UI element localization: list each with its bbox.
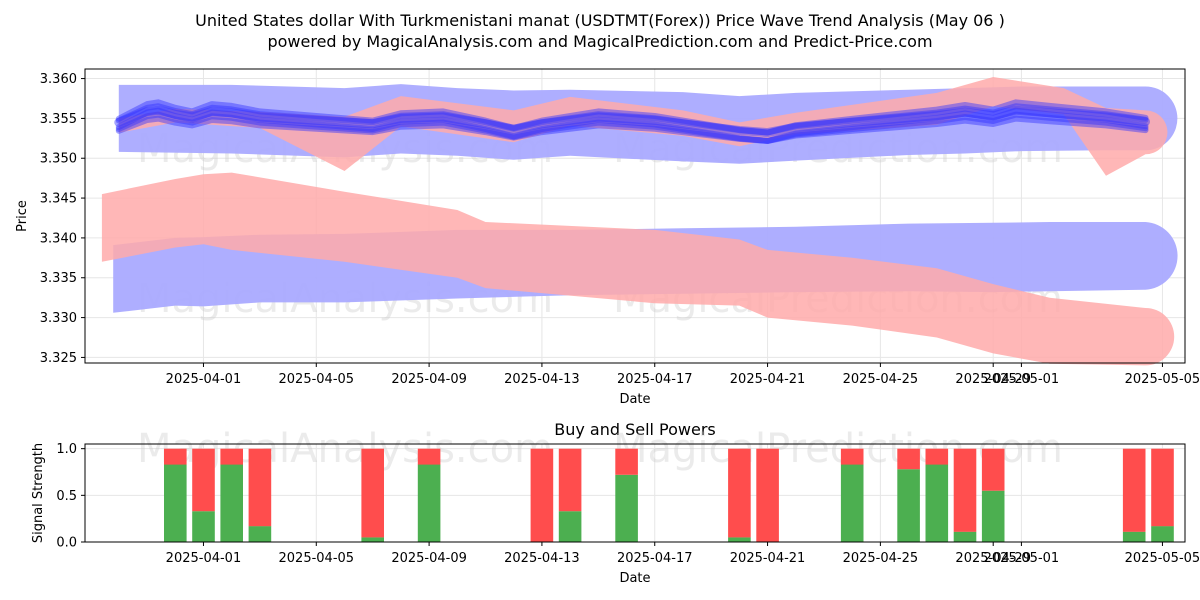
main-x-tick-label: 2025-04-09 [391, 372, 467, 387]
wave-line [115, 111, 1149, 144]
signal-x-tick-label: 2025-04-09 [391, 551, 467, 566]
sell-bar [220, 448, 243, 465]
main-x-tick-label: 2025-04-13 [504, 372, 580, 387]
buy-bar [361, 537, 384, 542]
wave-line [115, 99, 1149, 136]
sell-bar [897, 448, 920, 470]
signal-y-axis: 0.0 0.5 1.0 [56, 442, 85, 551]
chart-title-line2: powered by MagicalAnalysis.com and Magic… [267, 32, 932, 51]
buy-bar [164, 464, 187, 542]
main-chart: MagicalAnalysis.com MagicalPrediction.co… [15, 68, 1200, 407]
main-y-tick-label: 3.340 [40, 231, 77, 246]
sell-bar [981, 448, 1005, 491]
price-bands [101, 77, 1178, 366]
signal-chart-title: Buy and Sell Powers [554, 420, 716, 439]
main-y-tick-label: 3.335 [40, 271, 77, 286]
wave-lines [114, 99, 1150, 144]
signal-x-tick-label: 2025-04-05 [279, 551, 355, 566]
buy-bar [953, 531, 977, 542]
main-x-tick-label: 2025-04-05 [279, 372, 355, 387]
sell-bar [840, 448, 864, 465]
main-y-tick-label: 3.330 [40, 311, 77, 326]
chart-title-line1: United States dollar With Turkmenistani … [195, 11, 1005, 30]
buy-bar [417, 464, 441, 542]
signal-x-tick-label: 2025-04-21 [730, 551, 806, 566]
main-x-tick-label: 2025-04-25 [843, 372, 919, 387]
main-y-tick-label: 3.325 [40, 351, 77, 366]
sell-bar [248, 448, 272, 527]
wave-line [115, 115, 1149, 144]
buy-bar [192, 511, 215, 542]
signal-x-tick-label: 2025-04-13 [504, 551, 580, 566]
main-x-tick-label: 2025-04-01 [166, 372, 242, 387]
main-y-tick-label: 3.355 [40, 112, 77, 127]
buy-bar [558, 511, 582, 542]
signal-y-axis-label: Signal Strength [31, 443, 46, 543]
buy-bar [1122, 531, 1146, 542]
sell-bar [728, 448, 751, 538]
main-x-axis: 2025-04-01 2025-04-05 2025-04-09 2025-04-13… [166, 363, 1200, 387]
main-x-tick-label: 2025-04-21 [730, 372, 806, 387]
main-x-tick-label: 2025-04-29 [955, 372, 1031, 387]
sell-bar [417, 448, 441, 465]
signal-y-tick-label: 0.0 [56, 536, 77, 551]
signal-x-tick-label: 2025-04-25 [843, 551, 919, 566]
sell-bar [164, 448, 187, 465]
buy-bar [1151, 526, 1174, 542]
main-x-axis-label: Date [619, 392, 650, 407]
main-y-tick-label: 3.360 [40, 72, 77, 87]
signal-x-tick-label: 2025-04-01 [166, 551, 242, 566]
signal-x-tick-label: 2025-05-01 [984, 551, 1060, 566]
sell-bar [530, 448, 554, 542]
sell-bar [953, 448, 977, 532]
buy-bar [981, 490, 1005, 542]
sell-bar [756, 448, 779, 542]
main-x-tick-label: 2025-05-01 [984, 372, 1060, 387]
buy-bar [728, 537, 751, 542]
lower-red-band [101, 172, 1175, 366]
main-y-axis: 3.325 3.330 3.335 3.340 3.345 3.350 3.355 3.360 [40, 72, 85, 366]
buy-bar [840, 464, 864, 542]
signal-chart: Buy and Sell Powers MagicalAnalysis.com … [31, 420, 1200, 586]
signal-bars [164, 448, 1174, 542]
signal-x-tick-label: 2025-04-17 [617, 551, 693, 566]
sell-bar [361, 448, 384, 538]
sell-bar [1122, 448, 1146, 532]
signal-x-tick-label: 2025-04-29 [955, 551, 1031, 566]
signal-x-axis: 2025-04-01 2025-04-05 2025-04-09 2025-04-13… [166, 542, 1200, 566]
buy-bar [220, 464, 243, 542]
main-y-axis-label: Price [15, 200, 30, 232]
signal-y-tick-label: 1.0 [56, 442, 77, 457]
sell-bar [925, 448, 949, 465]
sell-bar [615, 448, 638, 475]
buy-bar [615, 474, 638, 542]
buy-bar [897, 469, 920, 542]
main-x-tick-label: 2025-04-17 [617, 372, 693, 387]
main-x-tick-label: 2025-05-05 [1125, 372, 1200, 387]
signal-plot-frame [84, 443, 1186, 543]
buy-bar [248, 526, 272, 542]
upper-red-band [118, 77, 1168, 176]
signal-x-axis-label: Date [619, 571, 650, 586]
signal-y-tick-label: 0.5 [56, 489, 77, 504]
wave-line [115, 107, 1149, 144]
buy-bar [925, 464, 949, 542]
signal-x-tick-label: 2025-05-05 [1125, 551, 1200, 566]
main-y-tick-label: 3.350 [40, 152, 77, 167]
sell-bar [1151, 448, 1174, 527]
main-y-tick-label: 3.345 [40, 192, 77, 207]
sell-bar [192, 448, 215, 512]
sell-bar [558, 448, 582, 512]
wave-line [115, 103, 1149, 136]
main-plot-frame [84, 68, 1186, 364]
wave-line [114, 105, 1150, 138]
